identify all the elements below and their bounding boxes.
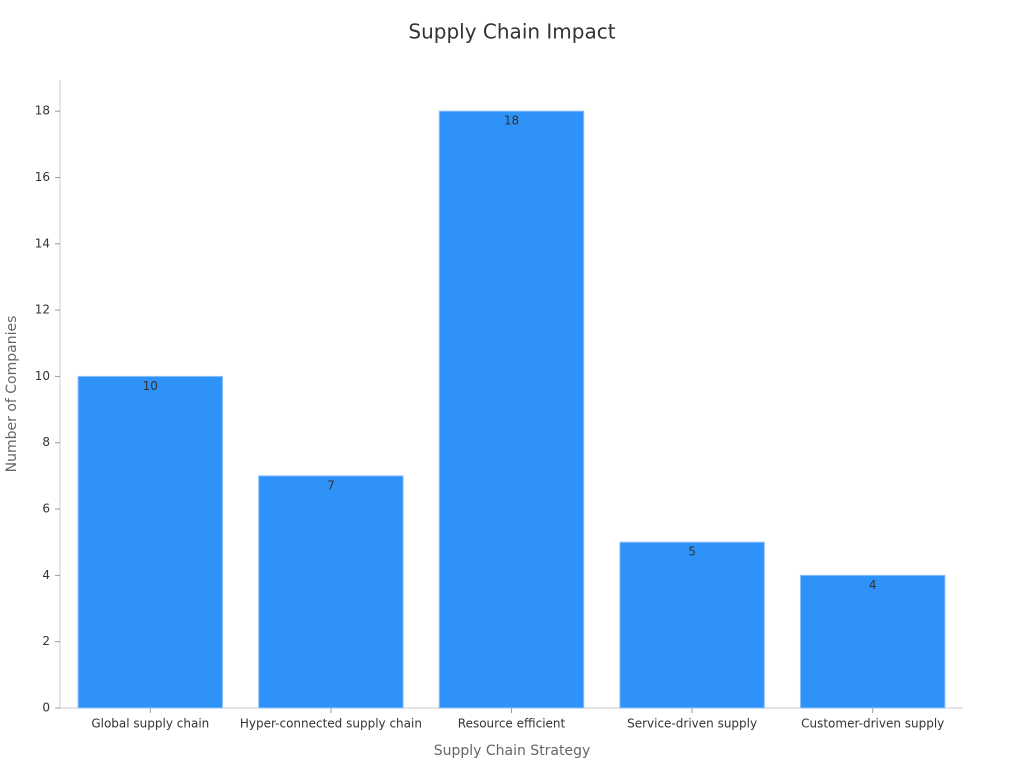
- x-tick-label: Customer-driven supply: [801, 717, 944, 731]
- chart-title: Supply Chain Impact: [408, 20, 615, 44]
- y-tick-label: 6: [42, 502, 50, 516]
- y-tick-label: 12: [35, 303, 50, 317]
- bar: [619, 541, 765, 709]
- x-tick-label: Global supply chain: [91, 717, 209, 731]
- value-label: 4: [869, 578, 877, 592]
- y-tick-label: 8: [42, 435, 50, 449]
- bar: [438, 110, 585, 709]
- bar: [77, 375, 224, 709]
- y-tick-label: 4: [42, 568, 50, 582]
- x-tick-label: Resource efficient: [458, 717, 566, 731]
- bar: [799, 574, 946, 709]
- y-axis-title: Number of Companies: [4, 316, 20, 473]
- y-tick-label: 14: [35, 236, 50, 250]
- value-label: 10: [143, 379, 158, 393]
- value-label: 7: [327, 478, 335, 492]
- y-tick-label: 2: [42, 634, 50, 648]
- y-tick-label: 0: [42, 701, 50, 715]
- bar: [258, 475, 404, 709]
- y-tick-label: 16: [35, 170, 50, 184]
- value-label: 5: [688, 545, 696, 559]
- value-label: 18: [504, 114, 519, 128]
- x-tick-label: Hyper-connected supply chain: [240, 717, 422, 731]
- y-tick-label: 18: [35, 104, 50, 118]
- y-tick-label: 10: [35, 369, 50, 383]
- x-tick-label: Service-driven supply: [627, 717, 757, 731]
- x-axis-title: Supply Chain Strategy: [434, 743, 591, 759]
